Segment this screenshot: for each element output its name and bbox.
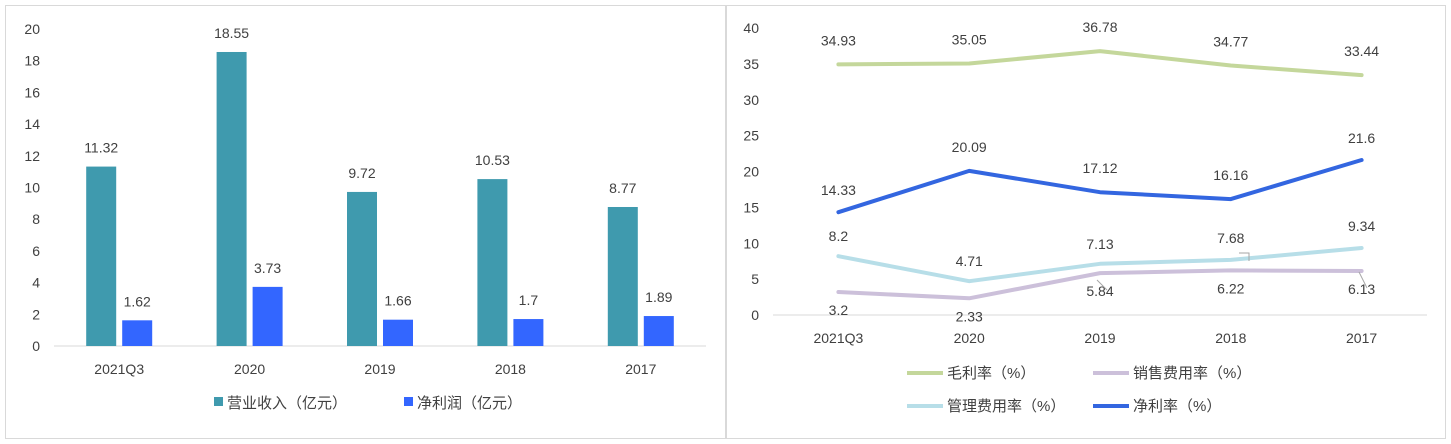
line-gross-margin	[836, 49, 1364, 78]
y-tick-label: 16	[24, 84, 40, 100]
legend-label: 营业收入（亿元）	[227, 395, 347, 412]
bar-revenue	[477, 179, 508, 346]
y-tick-label: 14	[24, 116, 40, 132]
x-tick-label: 2018	[495, 361, 526, 377]
data-label: 34.93	[821, 32, 856, 48]
y-tick-label: 30	[743, 92, 759, 108]
bar-net-profit	[383, 319, 413, 346]
x-tick-label: 2019	[1084, 330, 1115, 346]
legend-swatch	[214, 397, 223, 406]
data-label: 1.62	[124, 293, 151, 309]
line-chart-svg: 0 5 10 15 20 25 30 35 40 2021Q3 2020 2019 2018 2017 34…	[743, 19, 1427, 415]
data-label: 2.33	[956, 308, 983, 324]
x-tick-label: 2017	[1346, 330, 1377, 346]
line-sales-expense	[836, 268, 1364, 301]
legend-label: 管理费用率（%）	[947, 398, 1065, 415]
leader-line	[1239, 252, 1250, 261]
y-tick-label: 10	[24, 180, 40, 196]
data-label: 7.13	[1086, 236, 1113, 252]
data-label: 3.2	[829, 302, 849, 318]
data-label: 16.16	[1213, 167, 1248, 183]
data-label: 14.33	[821, 182, 856, 198]
data-label: 21.6	[1348, 130, 1375, 146]
y-tick-label: 0	[751, 307, 759, 323]
y-tick-label: 20	[24, 21, 40, 37]
y-tick-label: 5	[751, 271, 759, 287]
x-tick-label: 2018	[1215, 330, 1246, 346]
data-label: 9.34	[1348, 218, 1375, 234]
data-label: 8.77	[609, 180, 636, 196]
data-label: 7.68	[1217, 230, 1244, 246]
bar-revenue	[607, 206, 638, 346]
bar-revenue	[216, 51, 247, 347]
x-tick-label: 2017	[625, 361, 656, 377]
data-label: 34.77	[1213, 34, 1248, 50]
legend-label: 毛利率（%）	[947, 365, 1035, 382]
data-label: 18.55	[214, 25, 249, 41]
data-label: 17.12	[1082, 160, 1117, 176]
data-label: 35.05	[952, 32, 987, 48]
y-tick-label: 25	[743, 128, 759, 144]
x-tick-label: 2021Q3	[813, 330, 863, 346]
x-tick-label: 2020	[234, 361, 265, 377]
bar-revenue	[347, 191, 377, 346]
leader-line	[1358, 271, 1368, 289]
y-tick-label: 0	[32, 338, 40, 354]
bar-net-profit	[252, 286, 283, 346]
data-label: 36.78	[1082, 19, 1117, 35]
data-label: 1.66	[384, 293, 411, 309]
bar-net-profit	[643, 316, 674, 346]
legend-label: 净利率（%）	[1133, 398, 1221, 415]
legend-label: 销售费用率（%）	[1133, 365, 1251, 382]
legend-swatch	[404, 397, 413, 406]
data-label: 8.2	[829, 228, 849, 244]
y-tick-label: 12	[24, 148, 40, 164]
y-tick-label: 6	[32, 243, 40, 259]
x-tick-label: 2020	[954, 330, 985, 346]
y-tick-label: 15	[743, 199, 759, 215]
data-label: 5.84	[1086, 283, 1113, 299]
line-admin-expense	[836, 246, 1364, 284]
bar-revenue	[86, 166, 117, 346]
y-tick-label: 4	[32, 275, 40, 291]
data-label: 33.44	[1344, 43, 1379, 59]
bar-chart-svg: 0 2 4 6 8 10 12 14 16 18 20 2021Q3 11.32 1.62 2020 18.5…	[24, 21, 706, 412]
revenue-profit-bar-chart: 0 2 4 6 8 10 12 14 16 18 20 2021Q3 11.32 1.62 2020 18.5…	[5, 5, 726, 439]
data-label: 4.71	[956, 253, 983, 269]
bar-net-profit	[122, 320, 153, 346]
y-tick-label: 40	[743, 20, 759, 36]
x-tick-label: 2021Q3	[94, 361, 144, 377]
y-tick-label: 8	[32, 211, 40, 227]
legend-label: 净利润（亿元）	[417, 395, 522, 412]
y-tick-label: 35	[743, 56, 759, 72]
leader-line	[1096, 279, 1108, 291]
data-label: 20.09	[952, 139, 987, 155]
data-label: 9.72	[348, 165, 375, 181]
bar-net-profit	[513, 319, 544, 346]
data-label: 11.32	[84, 140, 118, 156]
data-label: 3.73	[254, 260, 281, 276]
y-tick-label: 18	[24, 53, 40, 69]
data-label: 1.7	[519, 292, 539, 308]
ratio-line-chart: 0 5 10 15 20 25 30 35 40 2021Q3 2020 2019 2018 2017 34…	[726, 5, 1446, 439]
data-label: 1.89	[645, 289, 672, 305]
data-label: 6.22	[1217, 280, 1244, 296]
data-label: 10.53	[475, 152, 510, 168]
y-tick-label: 2	[32, 306, 40, 322]
y-tick-label: 10	[743, 235, 759, 251]
y-tick-label: 20	[743, 164, 759, 180]
data-label: 6.13	[1348, 281, 1375, 297]
x-tick-label: 2019	[364, 361, 395, 377]
line-net-margin	[836, 158, 1364, 215]
